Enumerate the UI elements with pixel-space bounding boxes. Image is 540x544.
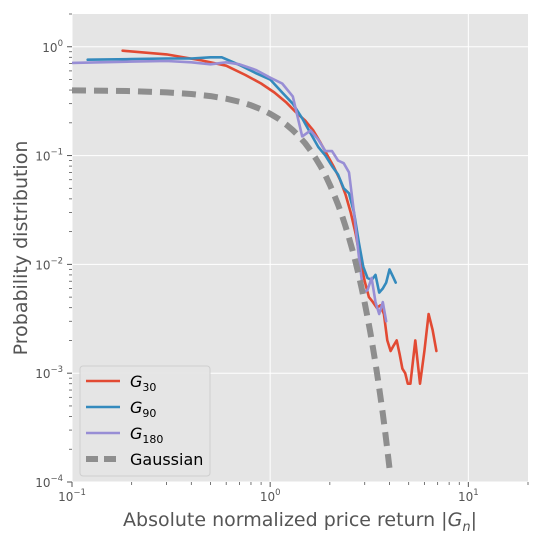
x-tick-label: 101	[458, 488, 479, 504]
x-tick-label: 10−1	[58, 488, 86, 504]
y-tick-label: 10−1	[35, 148, 63, 164]
legend-box	[79, 365, 211, 477]
y-tick-label: 100	[42, 39, 63, 55]
y-axis-label: Probability distribution	[10, 141, 32, 356]
legend-label: Gaussian	[130, 450, 203, 469]
data-series	[72, 49, 438, 469]
series-line-g-90	[86, 55, 398, 294]
x-axis-label: Absolute normalized price return |Gn|	[123, 509, 477, 535]
series-line-gaussian	[72, 87, 393, 469]
series-line-g-180	[72, 59, 388, 323]
legend-label: G180	[130, 424, 163, 446]
legend: G30 G90 G180 Gaussian	[79, 365, 211, 477]
x-tick-label: 100	[260, 488, 281, 504]
y-tick-label: 10−2	[35, 256, 63, 272]
axis-ticks: 10−1 100 101 10−4 10−3 10−2 10−1 100	[35, 13, 529, 504]
legend-label: G30	[130, 372, 156, 394]
y-tick-label: 10−4	[35, 474, 63, 490]
legend-label: G90	[130, 398, 156, 420]
y-tick-label: 10−3	[35, 365, 63, 381]
